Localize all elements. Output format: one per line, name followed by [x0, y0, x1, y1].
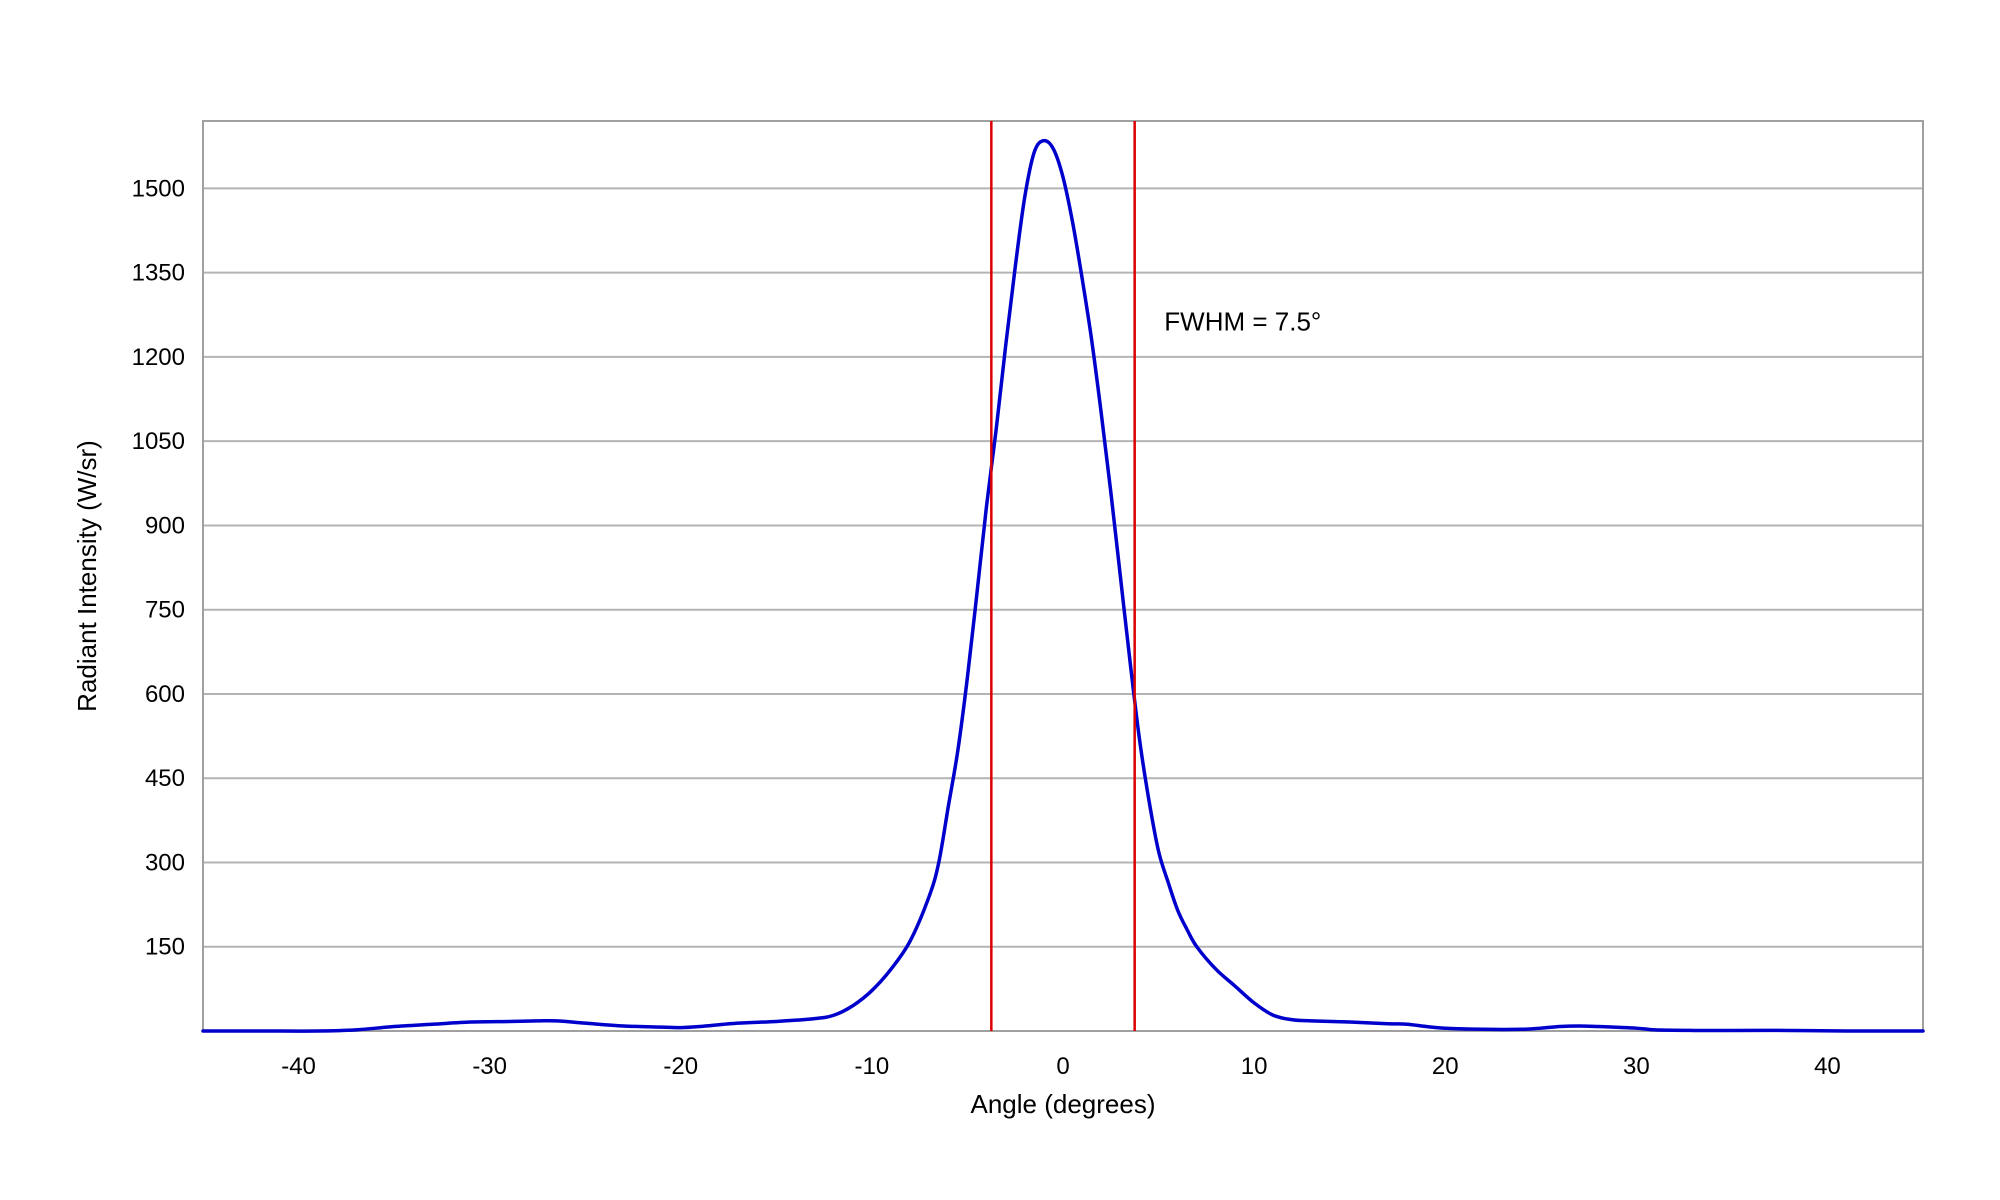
x-tick-labels: -40 -30 -20 -10 0 10 20 30 40	[281, 1053, 1841, 1080]
y-tick-label: 1500	[132, 175, 185, 202]
series-layer	[201, 138, 1925, 1033]
y-tick-label: 1200	[132, 344, 185, 371]
x-axis-title: Angle (degrees)	[971, 1089, 1156, 1119]
annotation-layer: FWHM = 7.5°	[1164, 307, 1321, 337]
x-tick-label: -40	[281, 1053, 316, 1080]
y-tick-labels: 150 300 450 600 750 900 1050 1200 1350 1500	[132, 175, 185, 960]
x-tick-label: 10	[1241, 1053, 1268, 1080]
x-tick-label: 30	[1623, 1053, 1650, 1080]
fwhm-annotation: FWHM = 7.5°	[1164, 307, 1321, 337]
y-tick-label: 1350	[132, 260, 185, 287]
y-tick-label: 450	[145, 765, 185, 792]
x-tick-label: -10	[855, 1053, 890, 1080]
x-tick-label: 0	[1056, 1053, 1069, 1080]
grid-layer	[203, 187, 1923, 948]
y-tick-label: 600	[145, 681, 185, 708]
y-tick-label: 900	[145, 512, 185, 539]
y-tick-label: 750	[145, 597, 185, 624]
x-tick-label: -20	[663, 1053, 698, 1080]
plot-area-frame	[202, 120, 1924, 1032]
y-tick-label: 300	[145, 849, 185, 876]
x-tick-label: 20	[1432, 1053, 1459, 1080]
x-tick-label: 40	[1814, 1053, 1841, 1080]
marker-layer	[990, 121, 1136, 1031]
y-tick-label: 150	[145, 934, 185, 961]
y-axis-title: Radiant Intensity (W/sr)	[72, 440, 102, 712]
series-line	[201, 138, 1925, 1033]
y-tick-label: 1050	[132, 428, 185, 455]
x-tick-label: -30	[472, 1053, 507, 1080]
